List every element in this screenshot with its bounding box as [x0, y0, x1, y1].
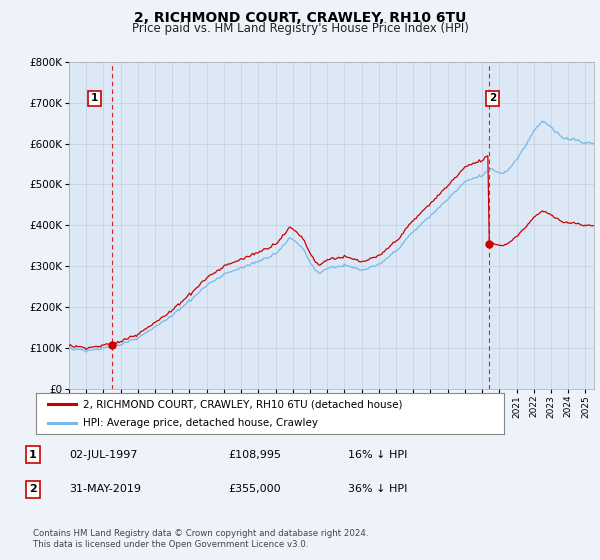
Text: 16% ↓ HPI: 16% ↓ HPI [348, 450, 407, 460]
Text: 2, RICHMOND COURT, CRAWLEY, RH10 6TU (detached house): 2, RICHMOND COURT, CRAWLEY, RH10 6TU (de… [83, 399, 403, 409]
Text: 2, RICHMOND COURT, CRAWLEY, RH10 6TU: 2, RICHMOND COURT, CRAWLEY, RH10 6TU [134, 11, 466, 25]
Text: £108,995: £108,995 [228, 450, 281, 460]
Text: 1: 1 [29, 450, 37, 460]
Text: HPI: Average price, detached house, Crawley: HPI: Average price, detached house, Craw… [83, 418, 318, 428]
Text: 02-JUL-1997: 02-JUL-1997 [69, 450, 137, 460]
Text: 1: 1 [91, 94, 98, 104]
Text: Price paid vs. HM Land Registry's House Price Index (HPI): Price paid vs. HM Land Registry's House … [131, 22, 469, 35]
Text: 36% ↓ HPI: 36% ↓ HPI [348, 484, 407, 494]
Text: Contains HM Land Registry data © Crown copyright and database right 2024.
This d: Contains HM Land Registry data © Crown c… [33, 529, 368, 549]
Text: £355,000: £355,000 [228, 484, 281, 494]
Text: 31-MAY-2019: 31-MAY-2019 [69, 484, 141, 494]
Text: 2: 2 [489, 94, 496, 104]
Text: 2: 2 [29, 484, 37, 494]
